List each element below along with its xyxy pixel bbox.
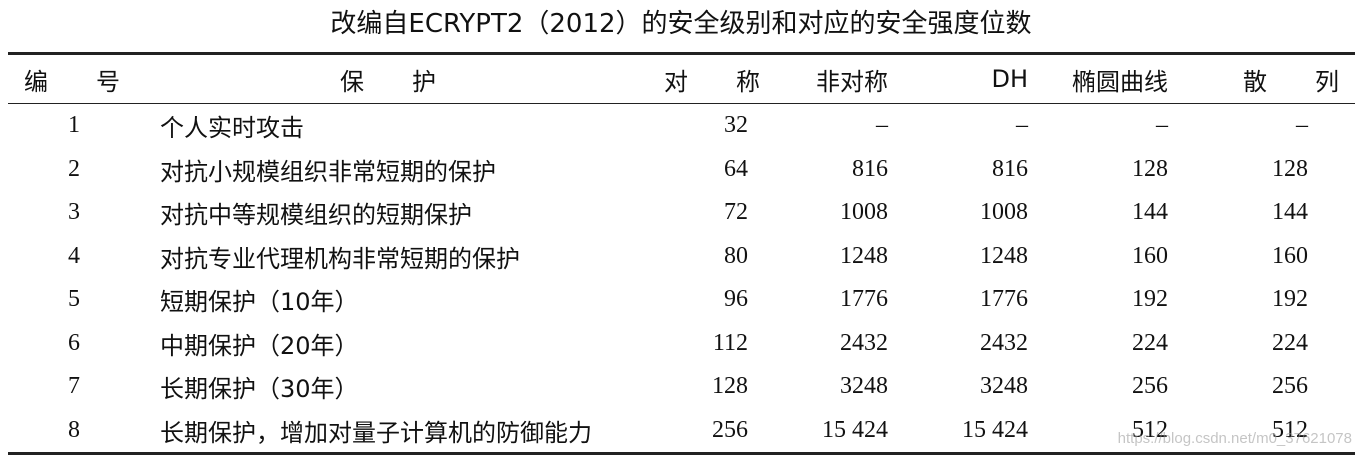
table-cell: 长期保护，增加对量子计算机的防御能力 — [160, 418, 592, 447]
table-cell: 144 — [1272, 199, 1308, 226]
header-row: 编 号保 护对 称非对称 DH 椭圆曲线散 列 — [8, 53, 1355, 104]
table-cell: 160 — [1272, 242, 1308, 269]
table-body: 1 个人实时攻击 32– – – –2 对抗小规模组织非常短期的保护 64 816 816 128 1… — [8, 104, 1355, 454]
table-cell: 6 — [68, 329, 80, 356]
table-cell: – — [1156, 112, 1168, 139]
header-cell: 非对称 — [760, 53, 900, 104]
table-title: 改编自ECRYPT2（2012）的安全级别和对应的安全强度位数 — [330, 9, 1032, 39]
table-row: 3 对抗中等规模组织的短期保护 72 1008 1008 144 144 — [8, 191, 1355, 235]
table-cell: 对抗中等规模组织的短期保护 — [160, 201, 472, 230]
table-cell: 3 — [68, 199, 80, 226]
table-row: 7 长期保护（30年） 128 3248 3248 256 256 — [8, 365, 1355, 409]
table-cell: 96 — [724, 286, 748, 313]
table-cell: 256 — [1132, 373, 1168, 400]
table-cell: 160 — [1132, 242, 1168, 269]
table-cell: 3248 — [840, 373, 888, 400]
table-cell: 72 — [724, 199, 748, 226]
table-cell: 224 — [1272, 329, 1308, 356]
table-cell: 个人实时攻击 — [160, 114, 304, 143]
table-cell: 4 — [68, 242, 80, 269]
table-cell: – — [876, 112, 888, 139]
table-cell: 1008 — [980, 199, 1028, 226]
table-row: 4 对抗专业代理机构非常短期的保护 80 1248 1248 160 160 — [8, 235, 1355, 279]
table-cell: 7 — [68, 373, 80, 400]
table-cell: 1776 — [840, 286, 888, 313]
table-cell: 1248 — [980, 242, 1028, 269]
table-cell: 中期保护（20年） — [160, 331, 359, 360]
table-cell: 512 — [1272, 416, 1308, 443]
table-cell: 2432 — [980, 329, 1028, 356]
header-cell: 编 号 — [8, 53, 140, 104]
table-cell: 1 — [68, 112, 80, 139]
table-cell: 1776 — [980, 286, 1028, 313]
table-cell: 224 — [1132, 329, 1168, 356]
table-row: 5 短期保护（10年） 96 1776 1776 192 192 — [8, 278, 1355, 322]
table-cell: 8 — [68, 416, 80, 443]
table-cell: 128 — [712, 373, 748, 400]
table-cell: 对抗专业代理机构非常短期的保护 — [160, 244, 520, 273]
data-table: 编 号保 护对 称非对称 DH 椭圆曲线散 列 1 个人实时攻击 32 – – – – 2 对抗小规… — [8, 52, 1355, 455]
table-cell: 15 424 — [822, 416, 888, 443]
table-row: 8 长期保护，增加对量子计算机的防御能力 256 15 424 15 424 512 512 — [8, 409, 1355, 454]
table-cell: 1008 — [840, 199, 888, 226]
table-cell: 256 — [712, 416, 748, 443]
table-cell: 对抗小规模组织非常短期的保护 — [160, 157, 496, 186]
table-cell: 816 — [852, 155, 888, 182]
table-cell: – — [1016, 112, 1028, 139]
table-cell: 2432 — [840, 329, 888, 356]
table-cell: 816 — [992, 155, 1028, 182]
header-cell: 散 列 — [1180, 53, 1355, 104]
table-cell: 5 — [68, 286, 80, 313]
table-row: 1 个人实时攻击 32 – – – – — [8, 104, 1355, 148]
table-cell: 3248 — [980, 373, 1028, 400]
header-cell: 椭圆曲线 — [1040, 53, 1180, 104]
table-cell: 32 — [724, 112, 748, 139]
table-cell: 128 — [1272, 155, 1308, 182]
table-cell: 2 — [68, 155, 80, 182]
watermark: https://blog.csdn.net/m0_37621078 — [1117, 430, 1352, 447]
table-cell: 短期保护（10年） — [160, 288, 359, 317]
table-cell: 1248 — [840, 242, 888, 269]
table-cell: 512 — [1132, 416, 1168, 443]
table-cell: 15 424 — [962, 416, 1028, 443]
table-row: 2 对抗小规模组织非常短期的保护 64 816 816 128 128 — [8, 148, 1355, 192]
table-row: 6 中期保护（20年） 112 2432 2432 224 224 — [8, 322, 1355, 366]
table-cell: – — [1296, 112, 1308, 139]
header-cell: DH — [900, 53, 1040, 104]
table-cell: 144 — [1132, 199, 1168, 226]
table-cell: 256 — [1272, 373, 1308, 400]
table-cell: 112 — [712, 329, 748, 356]
table-cell: 128 — [1132, 155, 1168, 182]
header-cell: 保 护 — [140, 53, 620, 104]
header-cell: 对 称 — [620, 53, 760, 104]
table-cell: 64 — [724, 155, 748, 182]
table-cell: 80 — [724, 242, 748, 269]
table-cell: 192 — [1272, 286, 1308, 313]
table-cell: 长期保护（30年） — [160, 375, 359, 404]
table-cell: 192 — [1132, 286, 1168, 313]
